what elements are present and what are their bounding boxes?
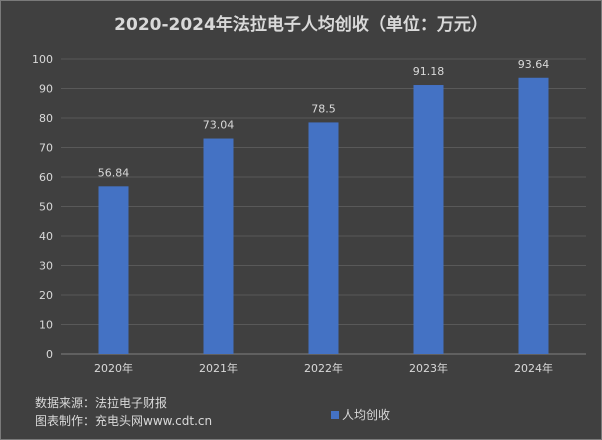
- data-label: 91.18: [413, 65, 445, 78]
- data-label: 78.5: [311, 102, 336, 115]
- data-label: 56.84: [98, 166, 130, 179]
- y-tick-label: 0: [46, 348, 53, 361]
- data-label: 73.04: [203, 119, 235, 132]
- x-tick-label: 2021年: [199, 361, 238, 375]
- y-tick-label: 70: [39, 142, 53, 155]
- bar: [308, 122, 339, 354]
- chart-maker-note: 图表制作：充电头网www.cdt.cn: [35, 414, 213, 428]
- y-tick-label: 50: [39, 201, 53, 214]
- y-tick-label: 90: [39, 83, 53, 96]
- x-tick-label: 2022年: [304, 361, 343, 375]
- y-tick-label: 10: [39, 319, 53, 332]
- x-tick-label: 2024年: [514, 361, 553, 375]
- y-tick-label: 80: [39, 112, 53, 125]
- legend: 人均创收: [331, 406, 390, 423]
- y-tick-label: 60: [39, 171, 53, 184]
- x-tick-label: 2020年: [94, 361, 133, 375]
- data-source-note: 数据来源：法拉电子财报: [35, 396, 168, 410]
- legend-label: 人均创收: [342, 408, 391, 422]
- data-label: 93.64: [518, 58, 550, 71]
- legend-swatch: [331, 410, 339, 419]
- y-tick-label: 30: [39, 260, 53, 273]
- y-tick-label: 40: [39, 230, 53, 243]
- y-tick-label: 100: [32, 53, 53, 66]
- y-tick-label: 20: [39, 289, 53, 302]
- x-tick-label: 2023年: [409, 361, 448, 375]
- bar: [203, 138, 234, 354]
- bar: [413, 85, 444, 355]
- bar: [98, 186, 129, 354]
- chart-title: 2020-2024年法拉电子人均创收（单位：万元）: [114, 15, 488, 35]
- bar: [518, 77, 549, 355]
